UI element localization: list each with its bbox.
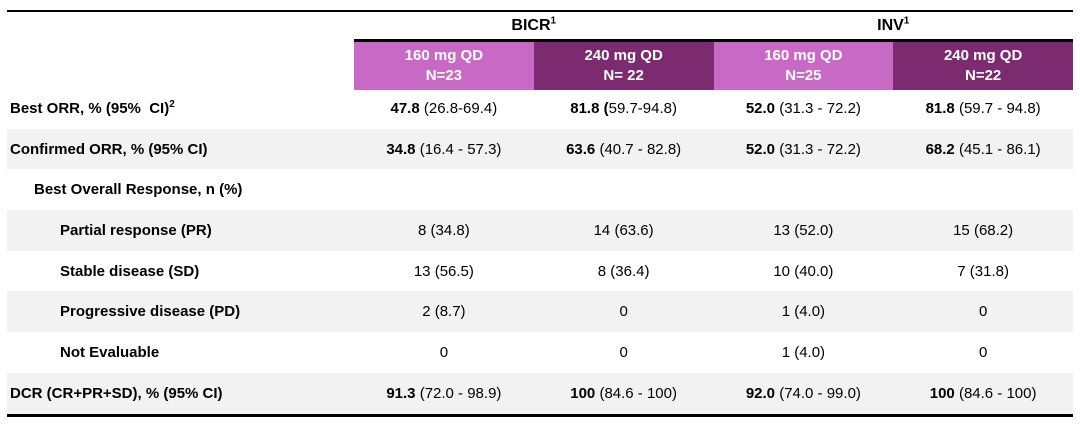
value-cell: 8 (36.4) bbox=[597, 262, 650, 280]
group-label: INV bbox=[877, 17, 904, 34]
results-table: BICR1 INV1 160 mg QD N=23 240 mg QD N= 2… bbox=[7, 10, 1073, 417]
value-cell: 0 bbox=[619, 343, 628, 361]
value-cell: 0 bbox=[439, 343, 449, 361]
value-cell: 0 bbox=[978, 343, 988, 361]
dose-label: 240 mg QD bbox=[943, 47, 1023, 64]
value-cell: 91.3 (72.0 - 98.9) bbox=[386, 384, 502, 402]
n-label: N=23 bbox=[425, 66, 463, 84]
row-label: Progressive disease (PD) bbox=[7, 303, 354, 320]
row-label: Best Overall Response, n (%) bbox=[7, 181, 354, 198]
row-label-text: Not Evaluable bbox=[60, 343, 160, 361]
column-group-inv: INV1 bbox=[714, 15, 1074, 35]
table-row-progressive-disease: Progressive disease (PD) 2 (8.7) 0 1 (4.… bbox=[7, 291, 1073, 333]
column-group-row: BICR1 INV1 bbox=[7, 12, 1073, 40]
row-label: DCR (CR+PR+SD), % (95% CI) bbox=[7, 385, 354, 402]
value-cell: 92.0 (74.0 - 99.0) bbox=[745, 384, 861, 402]
dose-label: 160 mg QD bbox=[764, 47, 843, 64]
dose-label: 240 mg QD bbox=[584, 47, 663, 64]
table-row-confirmed-orr: Confirmed ORR, % (95% CI) 34.8 (16.4 - 5… bbox=[7, 128, 1073, 170]
row-label-text: Partial response (PR) bbox=[60, 221, 212, 239]
value-cell: 1 (4.0) bbox=[781, 343, 826, 361]
dose-header-row: 160 mg QD N=23 240 mg QD N= 22 160 mg QD… bbox=[7, 38, 1073, 90]
value-cell: 15 (68.2) bbox=[953, 221, 1014, 239]
row-label-text: Best Overall Response, n (%) bbox=[34, 181, 243, 199]
value-cell: 2 (8.7) bbox=[422, 303, 466, 321]
value-cell: 47.8 (26.8-69.4) bbox=[390, 99, 498, 117]
table-row-best-overall-response: Best Overall Response, n (%) bbox=[7, 169, 1073, 210]
table-row-dcr: DCR (CR+PR+SD), % (95% CI) 91.3 (72.0 - … bbox=[7, 372, 1073, 414]
value-cell: 0 bbox=[978, 303, 988, 321]
column-header-bicr-160: 160 mg QD N=23 bbox=[354, 41, 534, 90]
row-label-text: DCR (CR+PR+SD), % (95% CI) bbox=[10, 384, 223, 402]
n-label: N=25 bbox=[785, 66, 822, 84]
value-cell: 52.0 (31.3 - 72.2) bbox=[745, 99, 861, 117]
value-cell: 68.2 (45.1 - 86.1) bbox=[925, 140, 1041, 158]
table-row-best-orr: Best ORR, % (95% CI)2 47.8 (26.8-69.4) 8… bbox=[7, 88, 1073, 129]
value-cell: 100 (84.6 - 100) bbox=[570, 384, 677, 402]
value-cell: 13 (56.5) bbox=[413, 262, 474, 280]
table-row-partial-response: Partial response (PR) 8 (34.8) 14 (63.6)… bbox=[7, 210, 1073, 251]
dose-label: 160 mg QD bbox=[404, 47, 484, 64]
value-cell: 8 (34.8) bbox=[418, 221, 470, 239]
row-label-text: Confirmed ORR, % (95% CI) bbox=[10, 140, 208, 158]
group-label: BICR bbox=[511, 17, 551, 34]
group-footnote-marker: 1 bbox=[903, 15, 910, 27]
row-label-text: Best ORR, % (95% CI) bbox=[10, 99, 170, 117]
column-header-inv-240: 240 mg QD N=22 bbox=[893, 41, 1073, 90]
table-row-stable-disease: Stable disease (SD) 13 (56.5) 8 (36.4) 1… bbox=[7, 251, 1073, 292]
dose-header-cells: 160 mg QD N=23 240 mg QD N= 22 160 mg QD… bbox=[354, 38, 1073, 90]
column-header-bicr-240: 240 mg QD N= 22 bbox=[533, 41, 714, 90]
value-cell: 1 (4.0) bbox=[781, 303, 826, 321]
row-label: Stable disease (SD) bbox=[7, 263, 354, 280]
value-cell: 81.8 (59.7-94.8) bbox=[570, 99, 677, 117]
value-cell: 34.8 (16.4 - 57.3) bbox=[386, 140, 502, 158]
column-group-bicr: BICR1 bbox=[354, 15, 714, 35]
row-label: Not Evaluable bbox=[7, 344, 354, 361]
group-footnote-marker: 1 bbox=[550, 15, 557, 27]
n-label: N=22 bbox=[964, 66, 1002, 84]
row-label-text: Progressive disease (PD) bbox=[60, 303, 241, 321]
row-label: Confirmed ORR, % (95% CI) bbox=[7, 141, 354, 158]
value-cell: 63.6 (40.7 - 82.8) bbox=[566, 140, 682, 158]
row-label: Best ORR, % (95% CI)2 bbox=[7, 98, 354, 117]
value-cell: 14 (63.6) bbox=[593, 221, 654, 239]
value-cell: 100 (84.6 - 100) bbox=[929, 384, 1037, 402]
value-cell: 13 (52.0) bbox=[773, 221, 834, 239]
n-label: N= 22 bbox=[603, 66, 644, 84]
row-label: Partial response (PR) bbox=[7, 222, 354, 239]
value-cell: 10 (40.0) bbox=[773, 262, 834, 280]
value-cell: 0 bbox=[619, 303, 628, 321]
value-cell: 52.0 (31.3 - 72.2) bbox=[745, 140, 861, 158]
value-cell: 81.8 (59.7 - 94.8) bbox=[925, 99, 1041, 117]
row-footnote-marker: 2 bbox=[169, 98, 175, 110]
row-label-text: Stable disease (SD) bbox=[60, 262, 200, 280]
table-row-not-evaluable: Not Evaluable 0 0 1 (4.0) 0 bbox=[7, 332, 1073, 373]
column-header-inv-160: 160 mg QD N=25 bbox=[713, 41, 894, 90]
value-cell: 7 (31.8) bbox=[957, 262, 1009, 280]
